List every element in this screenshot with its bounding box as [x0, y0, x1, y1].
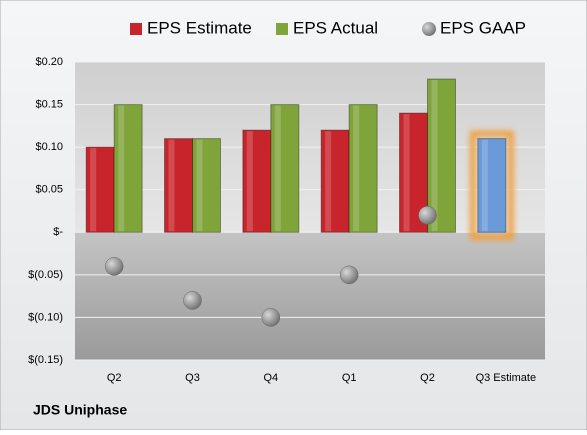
- legend-marker: [130, 23, 142, 35]
- bar: [192, 138, 221, 233]
- gaap-point: [104, 257, 124, 276]
- x-tick-label: Q3: [185, 372, 200, 384]
- bar: [113, 104, 143, 233]
- bar-shine: [90, 148, 97, 232]
- x-tick-label: Q4: [263, 372, 278, 384]
- bar: [477, 138, 507, 233]
- y-tick-label: $0.15: [35, 98, 63, 110]
- bar-highlight: [469, 130, 514, 241]
- y-tick-label: $(0.15): [28, 354, 63, 366]
- bar-shine: [403, 114, 410, 232]
- legend-label: EPS Estimate: [147, 18, 252, 37]
- y-tick-label: $0.05: [35, 184, 63, 196]
- gaap-point: [183, 291, 202, 310]
- bar-shine: [246, 131, 253, 232]
- bar: [242, 129, 272, 233]
- bar: [164, 138, 193, 233]
- y-tick-label: $0.20: [35, 56, 63, 68]
- x-tick-label: Q2: [420, 372, 435, 384]
- legend-label: EPS Actual: [293, 18, 378, 37]
- bar-shine: [353, 105, 360, 232]
- bar-shine: [431, 80, 438, 232]
- y-tick-label: $(0.05): [28, 269, 63, 281]
- plot-area: $(0.15) $(0.10) $(0.05) $- $0.05 $0.10 $0.15 $0…: [28, 56, 545, 384]
- bar-shine: [274, 105, 281, 232]
- x-tick-label: Q3 Estimate: [476, 372, 537, 384]
- gaap-point: [418, 206, 437, 225]
- bar: [320, 129, 350, 233]
- gaap-point: [261, 308, 281, 327]
- plot-lower: [75, 232, 545, 360]
- bar: [85, 146, 115, 233]
- legend-marker: [276, 23, 288, 35]
- y-tick-label: $0.10: [35, 141, 63, 153]
- bar-shine: [118, 105, 125, 232]
- bar-shine: [196, 139, 203, 232]
- footer: JDS Uniphase: [33, 402, 127, 418]
- bar-shine: [168, 139, 175, 232]
- bar: [348, 104, 378, 233]
- bar-shine: [325, 131, 332, 232]
- gaap-point: [339, 265, 359, 285]
- x-tick-label: Q1: [342, 372, 357, 384]
- bar: [270, 104, 300, 233]
- legend-label: EPS GAAP: [440, 18, 526, 37]
- bar-shine: [481, 139, 488, 232]
- y-tick-label: $-: [53, 226, 63, 238]
- y-tick-label: $(0.10): [28, 311, 63, 323]
- x-tick-label: Q2: [107, 372, 122, 384]
- legend-marker: [422, 22, 436, 36]
- bar: [427, 78, 456, 233]
